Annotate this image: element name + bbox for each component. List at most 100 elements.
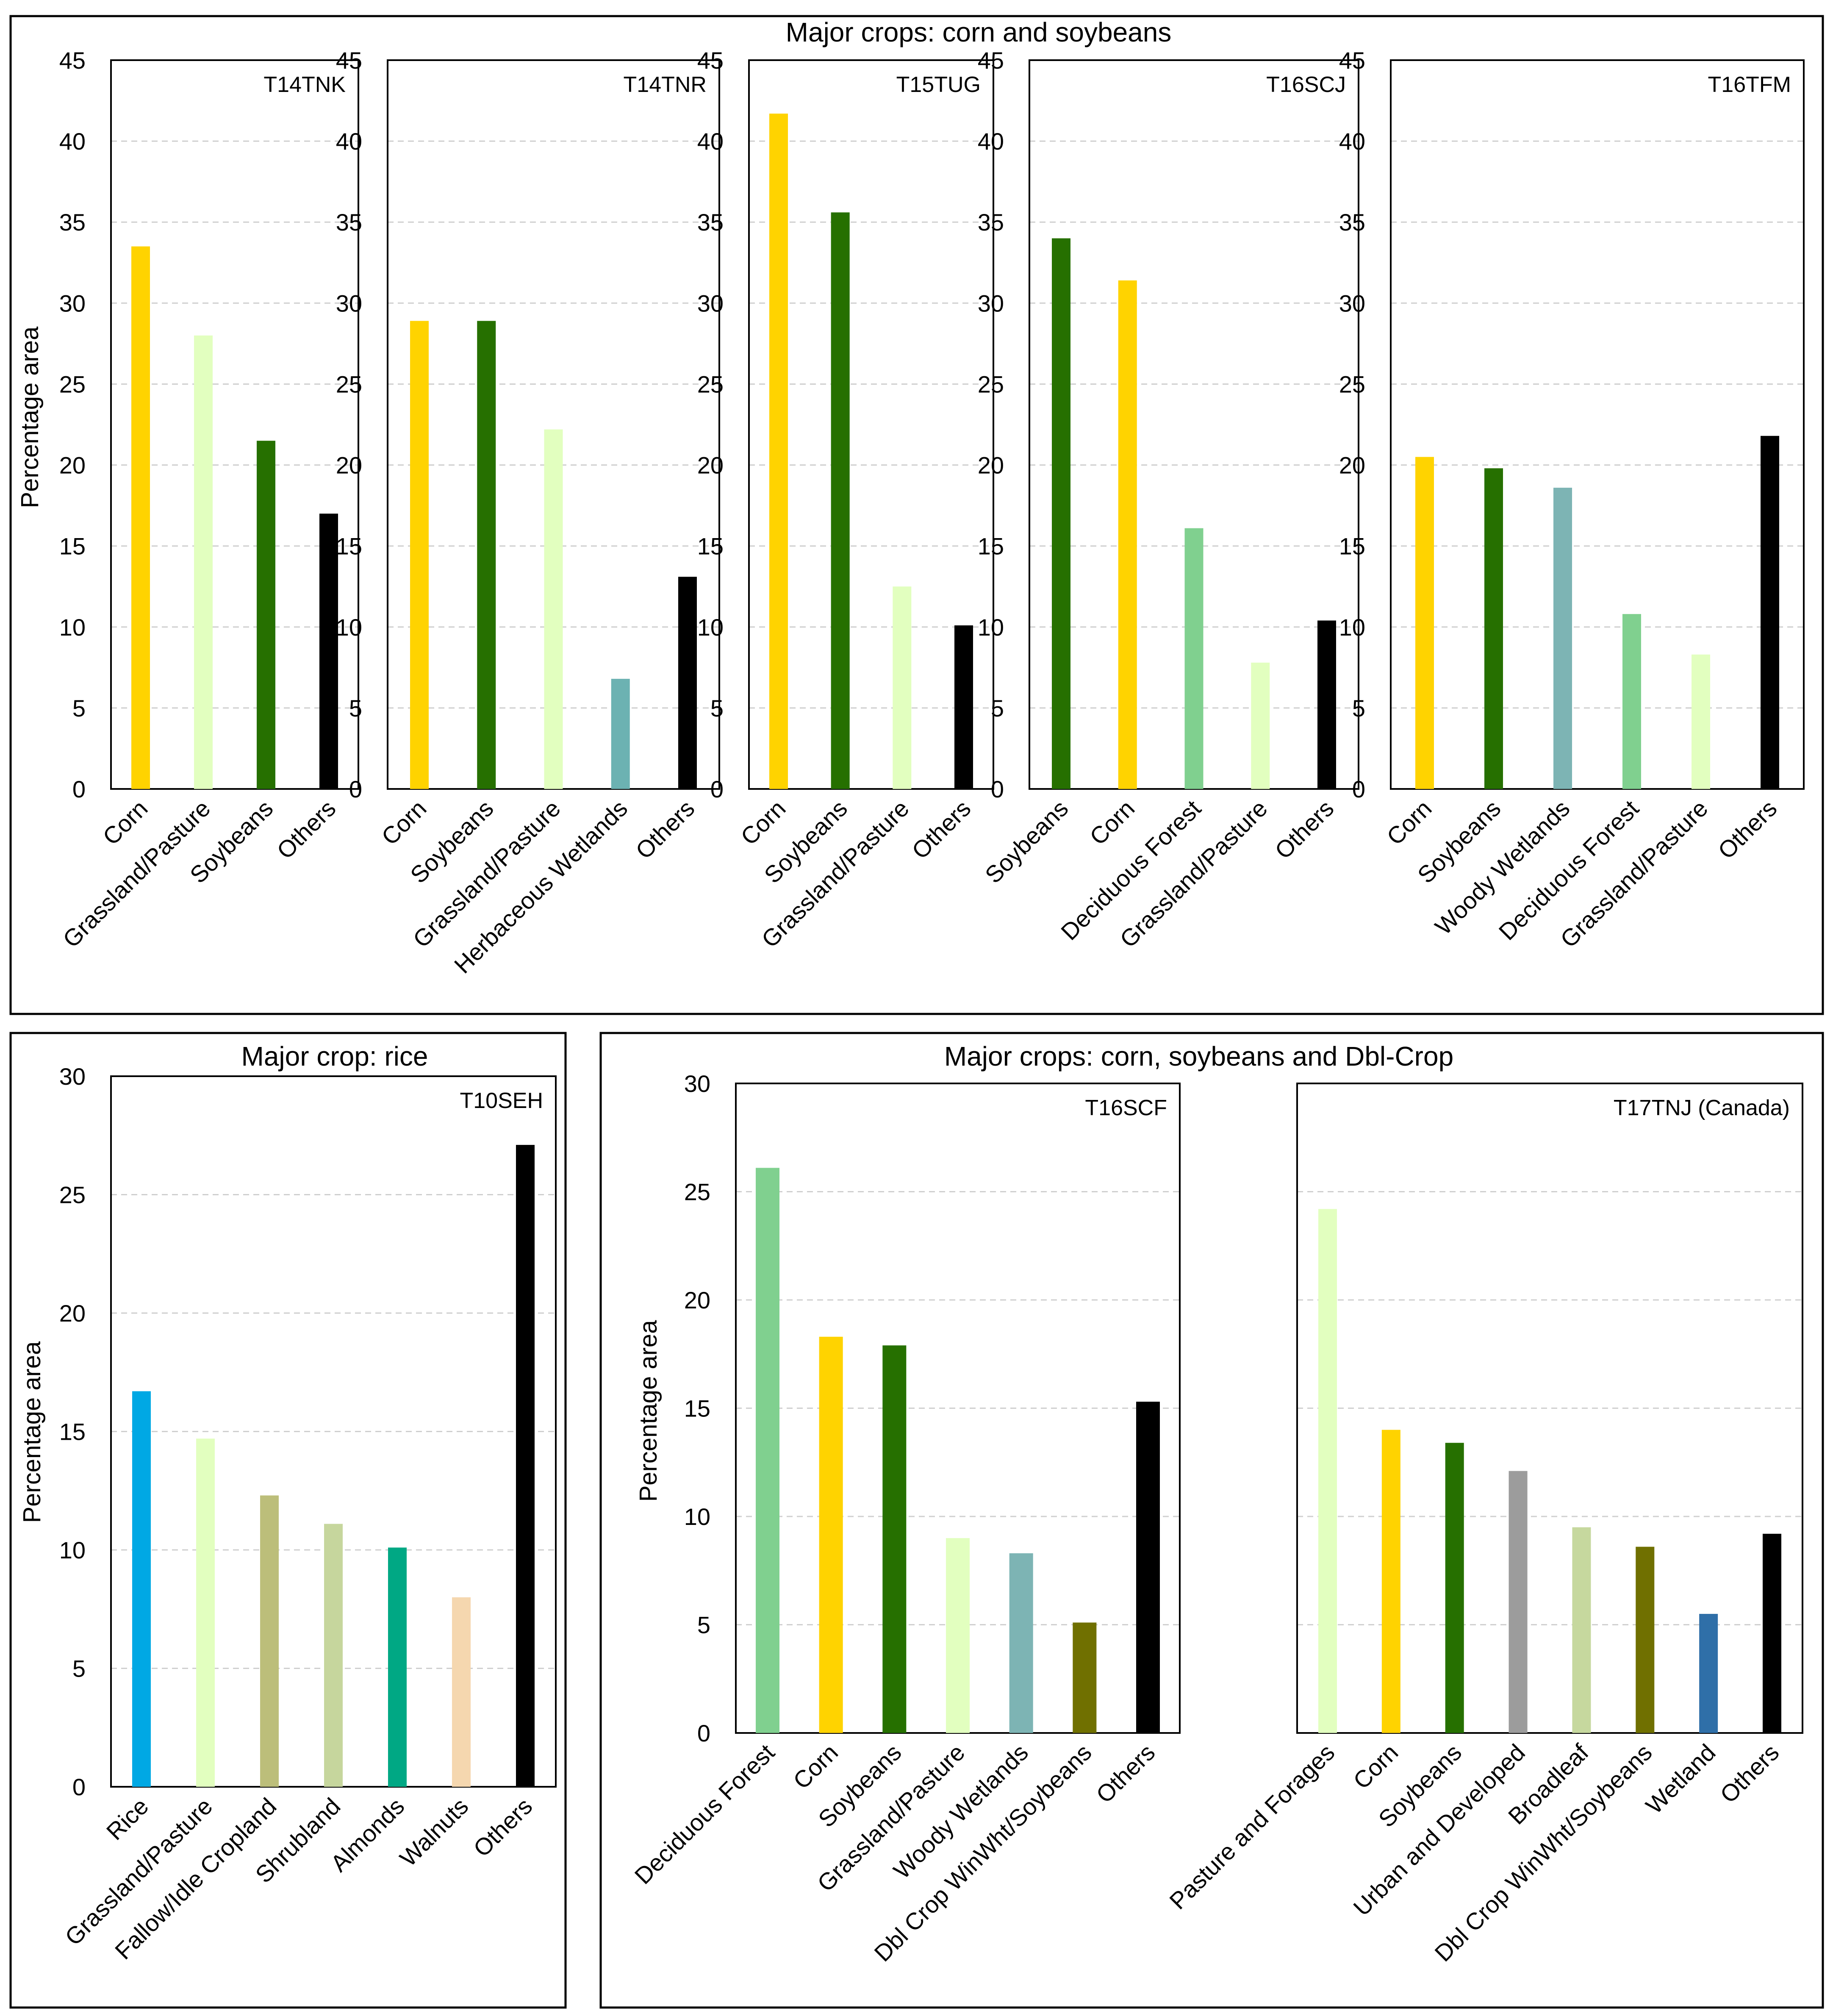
y-tick-label: 40 — [697, 128, 724, 155]
bar — [1636, 1547, 1655, 1733]
y-tick-label: 0 — [1352, 776, 1365, 803]
y-tick-label: 30 — [684, 1070, 710, 1097]
y-tick-label: 10 — [684, 1503, 710, 1530]
y-tick-label: 15 — [59, 1419, 86, 1445]
category-label: Corn — [735, 795, 790, 850]
y-tick-label: 15 — [978, 533, 1004, 560]
bar — [1118, 280, 1137, 789]
y-tick-label: 15 — [1339, 533, 1365, 560]
bar — [410, 321, 429, 789]
y-tick-label: 20 — [59, 1300, 86, 1327]
bar — [611, 679, 630, 789]
bar — [131, 246, 150, 789]
bar — [819, 1336, 843, 1733]
y-tick-label: 25 — [697, 371, 724, 397]
bar — [196, 1438, 215, 1787]
tile-label: T10SEH — [460, 1089, 543, 1113]
bar — [477, 321, 496, 789]
charts-layer: 051015202530354045T14TNKCornGrassland/Pa… — [58, 47, 1805, 1966]
plot-frame — [110, 59, 359, 790]
y-tick-label: 10 — [59, 614, 86, 641]
y-tick-label: 45 — [978, 47, 1004, 74]
plot-frame — [748, 59, 994, 790]
y-tick-label: 20 — [1339, 452, 1365, 479]
bar — [1572, 1527, 1591, 1733]
category-label: Pasture and Forages — [1164, 1739, 1339, 1914]
y-tick-label: 30 — [59, 1063, 86, 1090]
bar — [544, 429, 563, 789]
top-panel-title: Major crops: corn and soybeans — [786, 17, 1172, 47]
bar — [452, 1597, 471, 1787]
bar — [260, 1495, 279, 1787]
y-tick-label: 20 — [684, 1287, 710, 1313]
bar — [1136, 1402, 1160, 1733]
y-tick-label: 0 — [349, 776, 362, 803]
y-tick-label: 15 — [697, 533, 724, 560]
y-tick-label: 5 — [72, 1655, 86, 1682]
top-y-axis-label: Percentage area — [16, 326, 44, 508]
y-tick-label: 40 — [59, 128, 86, 155]
tile-label: T15TUG — [896, 72, 981, 97]
bar — [388, 1547, 407, 1787]
y-tick-label: 35 — [336, 209, 362, 236]
bar — [516, 1145, 535, 1787]
y-tick-label: 5 — [991, 695, 1004, 722]
y-tick-label: 20 — [978, 452, 1004, 479]
category-label: Corn — [1381, 795, 1436, 850]
y-tick-label: 25 — [1339, 371, 1365, 397]
category-label: Corn — [376, 795, 431, 850]
y-tick-label: 5 — [710, 695, 724, 722]
bottom-right-panel-frame — [599, 1032, 1824, 2009]
y-tick-label: 20 — [697, 452, 724, 479]
bar — [1509, 1471, 1528, 1733]
bar — [1445, 1443, 1464, 1733]
bar — [678, 577, 697, 789]
y-tick-label: 20 — [59, 452, 86, 479]
y-tick-label: 25 — [684, 1179, 710, 1205]
bottom-right-y-axis-label: Percentage area — [635, 1320, 662, 1502]
y-tick-label: 5 — [72, 695, 86, 722]
category-label: Wetland — [1641, 1739, 1721, 1819]
y-tick-label: 10 — [1339, 614, 1365, 641]
category-label: Soybeans — [980, 795, 1073, 889]
category-label: Corn — [788, 1739, 843, 1794]
category-label: Others — [1713, 795, 1782, 864]
y-tick-label: 35 — [697, 209, 724, 236]
y-tick-label: 20 — [336, 452, 362, 479]
bar — [1622, 614, 1641, 789]
bar — [1073, 1622, 1097, 1733]
bar — [756, 1168, 779, 1733]
bar — [1318, 1209, 1337, 1733]
category-label: Rice — [101, 1793, 154, 1845]
bar — [324, 1524, 343, 1787]
y-tick-label: 25 — [336, 371, 362, 397]
y-tick-label: 40 — [978, 128, 1004, 155]
y-tick-label: 0 — [72, 776, 86, 803]
y-tick-label: 10 — [697, 614, 724, 641]
category-label: Others — [1715, 1739, 1784, 1808]
category-label: Others — [1091, 1739, 1160, 1808]
tile-label: T16SCJ — [1266, 72, 1346, 97]
y-tick-label: 0 — [697, 1720, 710, 1747]
bar — [1763, 1533, 1781, 1733]
tile-label: T16SCF — [1085, 1096, 1167, 1120]
y-tick-label: 25 — [59, 1182, 86, 1208]
y-tick-label: 15 — [684, 1395, 710, 1422]
tile-label: T17TNJ (Canada) — [1614, 1096, 1790, 1120]
y-tick-label: 15 — [336, 533, 362, 560]
category-label: Others — [272, 795, 341, 864]
bar — [1052, 238, 1070, 789]
y-tick-label: 35 — [978, 209, 1004, 236]
y-tick-label: 5 — [349, 695, 362, 722]
category-label: Others — [907, 795, 976, 864]
y-tick-label: 45 — [336, 47, 362, 74]
bottom-left-panel-frame — [9, 1032, 567, 2009]
bar — [1251, 662, 1270, 789]
bar — [1381, 1430, 1400, 1733]
y-tick-label: 45 — [697, 47, 724, 74]
bar — [1699, 1613, 1718, 1733]
y-tick-label: 5 — [1352, 695, 1365, 722]
y-tick-label: 25 — [978, 371, 1004, 397]
y-tick-label: 0 — [72, 1774, 86, 1800]
